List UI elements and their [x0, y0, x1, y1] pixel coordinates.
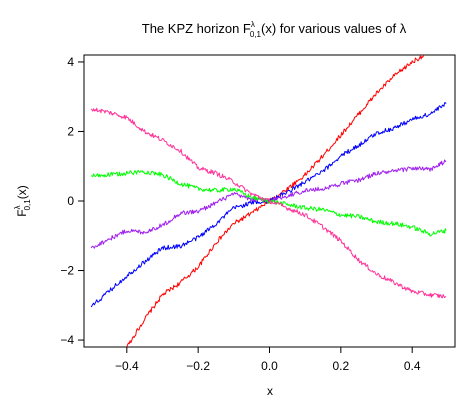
x-axis-label: x — [267, 384, 273, 398]
series-line-4 — [90, 169, 447, 237]
chart-title-sup: λ — [251, 20, 255, 29]
y-tick-label: 0 — [67, 194, 74, 208]
y-axis-label-group: Fλ0,1(x) — [13, 185, 32, 216]
x-axis: −0.4 −0.2 0.0 0.2 0.4 — [115, 347, 421, 373]
y-tick-label: 2 — [67, 124, 74, 138]
x-tick-label: 0.4 — [404, 359, 421, 373]
chart-title-main: The KPZ horizon F — [142, 21, 251, 36]
chart-title-after: (x) for various values of λ — [261, 21, 407, 36]
x-tick-label: 0.0 — [261, 359, 278, 373]
y-axis-label: Fλ0,1(x) — [13, 185, 32, 216]
y-axis-label-sup: λ — [13, 205, 22, 209]
y-axis-label-main: F — [15, 209, 29, 216]
plot-area — [83, 54, 456, 348]
series-line-5 — [90, 107, 447, 299]
y-tick-label: 4 — [67, 55, 74, 69]
series-group — [90, 55, 447, 347]
x-tick-label: −0.2 — [186, 359, 210, 373]
y-tick-label: −2 — [60, 264, 74, 278]
chart-title-sub: 0,1 — [250, 30, 262, 39]
series-line-2 — [90, 102, 447, 308]
y-tick-label: −4 — [60, 333, 74, 347]
y-axis-label-sub: 0,1 — [23, 199, 32, 211]
x-tick-label: 0.2 — [333, 359, 350, 373]
y-axis: −4 −2 0 2 4 — [60, 55, 84, 347]
series-line-1 — [126, 55, 425, 347]
y-axis-label-after: (x) — [15, 185, 29, 199]
chart-title: The KPZ horizon Fλ 0,1(x) for various val… — [142, 20, 407, 39]
x-tick-label: −0.4 — [115, 359, 139, 373]
